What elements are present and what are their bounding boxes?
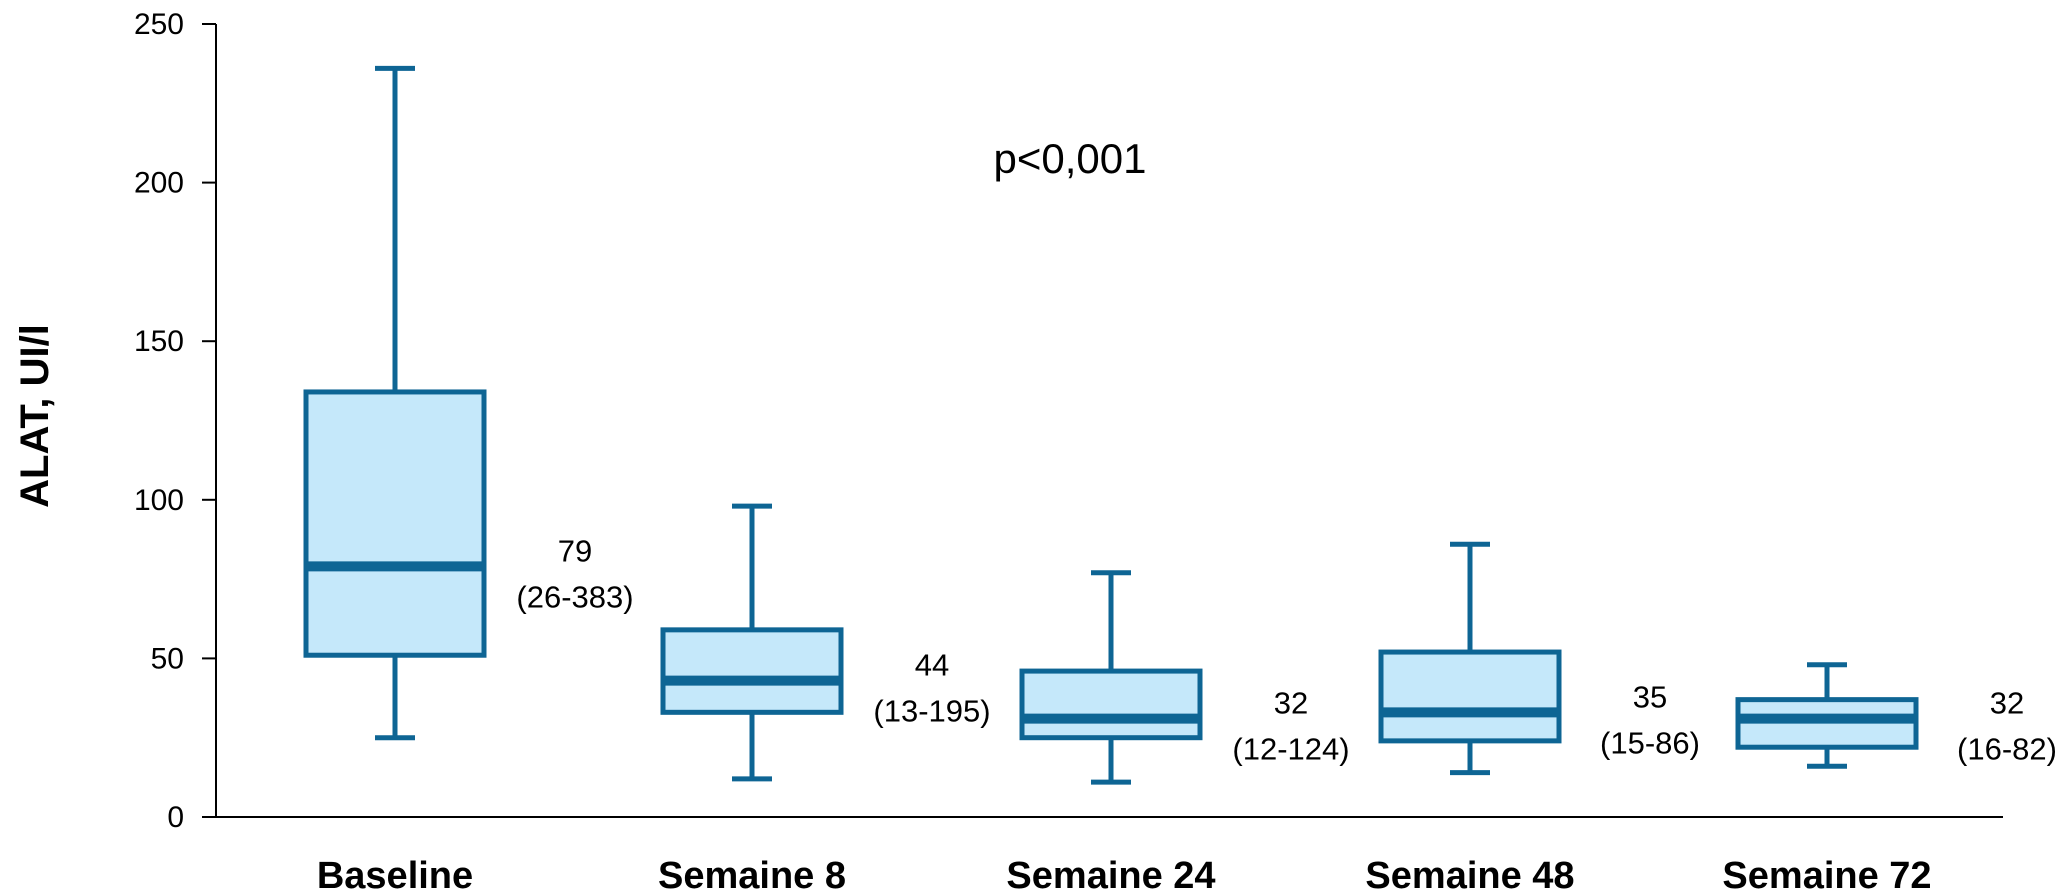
box-group: 32 (12-124) bbox=[1019, 570, 1350, 785]
median-value-label: 79 bbox=[558, 533, 592, 568]
range-label: (13-195) bbox=[873, 694, 990, 729]
iqr-box bbox=[1019, 668, 1203, 741]
range-label: (15-86) bbox=[1600, 725, 1700, 760]
box-group: 44 (13-195) bbox=[660, 503, 991, 782]
y-tick-label: 200 bbox=[134, 167, 184, 200]
range-label: (12-124) bbox=[1232, 732, 1349, 767]
box-group: 35 (15-86) bbox=[1378, 541, 1700, 776]
y-tick-label: 50 bbox=[151, 642, 184, 675]
y-tick-label: 100 bbox=[134, 484, 184, 517]
median-value-label: 32 bbox=[1990, 686, 2024, 721]
iqr-box bbox=[303, 389, 487, 658]
iqr-box bbox=[660, 627, 844, 715]
iqr-box bbox=[1378, 649, 1562, 744]
y-tick-label: 150 bbox=[134, 325, 184, 358]
boxes: 79(26-383)44(13-195) 32(12-124)35(15-86)3… bbox=[303, 65, 2057, 785]
axes: 0 50 100 150 200 250 Baseline Semaine 8 Semaine … bbox=[134, 8, 2003, 896]
x-category-label: Baseline bbox=[317, 855, 473, 896]
box-group: 32 (16-82) bbox=[1735, 662, 2057, 769]
x-category-label: Semaine 48 bbox=[1365, 855, 1574, 896]
median-value-label: 35 bbox=[1633, 679, 1667, 714]
box-group: 79 (26-383) bbox=[303, 65, 634, 741]
x-category-label: Semaine 72 bbox=[1722, 855, 1931, 896]
x-category-label: Semaine 24 bbox=[1006, 855, 1215, 896]
y-axis-title: ALAT, UI/l bbox=[13, 324, 57, 508]
p-value-annotation: p<0,001 bbox=[994, 135, 1147, 182]
median-value-label: 44 bbox=[915, 648, 949, 683]
x-category-label: Semaine 8 bbox=[658, 855, 846, 896]
median-value-label: 32 bbox=[1274, 686, 1308, 721]
y-tick-label: 0 bbox=[167, 801, 184, 834]
range-label: (26-383) bbox=[516, 579, 633, 614]
y-tick-label: 250 bbox=[134, 8, 184, 41]
range-label: (16-82) bbox=[1957, 732, 2057, 767]
